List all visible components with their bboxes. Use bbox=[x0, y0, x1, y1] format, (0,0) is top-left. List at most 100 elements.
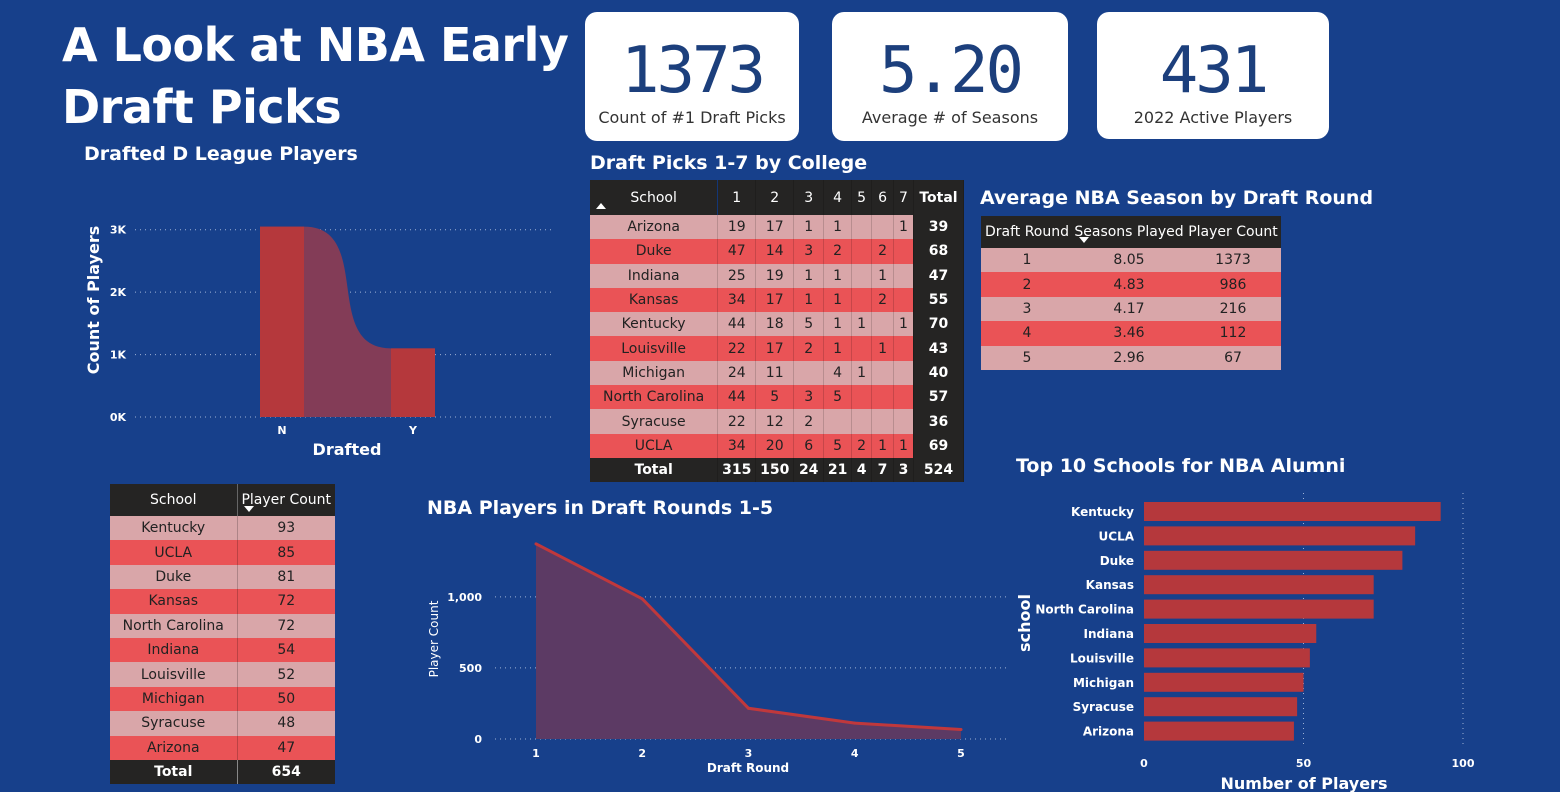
column-header[interactable]: School bbox=[110, 484, 237, 516]
table-cell bbox=[851, 263, 873, 288]
table-cell: 40 bbox=[913, 360, 965, 386]
kpi-value: 431 bbox=[1159, 34, 1270, 108]
table-cell: 5 bbox=[793, 312, 825, 337]
table-cell: 44 bbox=[717, 312, 757, 337]
column-header-player-count[interactable]: Player Count bbox=[236, 484, 335, 516]
table-cell bbox=[893, 385, 914, 410]
table-row: 3 4.17 216 bbox=[981, 296, 1281, 322]
column-header[interactable]: Total bbox=[913, 180, 965, 215]
x-tick-label: 1 bbox=[532, 747, 540, 760]
table-row: Indiana 25 19 1 1 1 47 bbox=[590, 263, 965, 288]
table-cell: 14 bbox=[755, 239, 795, 264]
x-tick-label: 3 bbox=[745, 747, 753, 760]
total-cell: 3 bbox=[893, 457, 914, 483]
table-cell bbox=[893, 239, 914, 264]
table-cell: 54 bbox=[236, 637, 335, 663]
table-cell: 55 bbox=[913, 287, 965, 313]
table-cell: 1 bbox=[793, 263, 825, 288]
y-axis-label: school bbox=[1015, 594, 1034, 652]
table-row: Syracuse 48 bbox=[110, 711, 335, 736]
table-cell: Duke bbox=[110, 564, 237, 590]
table-cell: 19 bbox=[717, 215, 757, 240]
sort-ascending-icon bbox=[596, 203, 606, 209]
table-cell: 25 bbox=[717, 263, 757, 288]
table-cell: 2 bbox=[793, 336, 825, 361]
table-cell: 1 bbox=[823, 263, 853, 288]
bar-ucla bbox=[1144, 526, 1416, 546]
area-fill bbox=[536, 543, 961, 739]
table-cell: 2 bbox=[871, 287, 895, 313]
total-cell: 24 bbox=[793, 457, 825, 483]
total-cell: 315 bbox=[717, 457, 757, 483]
table-cell: 19 bbox=[755, 263, 795, 288]
table-cell: 6 bbox=[793, 433, 825, 458]
avg-season-table-title: Average NBA Season by Draft Round bbox=[980, 187, 1374, 209]
table-cell: UCLA bbox=[110, 540, 237, 565]
column-header[interactable]: Draft Round bbox=[981, 216, 1073, 248]
kpi-value: 5.20 bbox=[878, 34, 1024, 108]
d-league-chart-title: Drafted D League Players bbox=[84, 143, 358, 165]
y-tick-label: Kansas bbox=[1086, 578, 1134, 592]
table-cell: Louisville bbox=[110, 662, 237, 687]
table-cell: 47 bbox=[913, 263, 965, 288]
x-axis-label: Draft Round bbox=[707, 761, 789, 775]
table-cell: 2 bbox=[823, 239, 853, 264]
table-cell: 70 bbox=[913, 312, 965, 337]
table-cell: 4.83 bbox=[1073, 272, 1185, 297]
column-header[interactable]: 4 bbox=[823, 180, 853, 215]
column-header[interactable]: Player Count bbox=[1185, 216, 1281, 248]
table-cell: 5 bbox=[823, 385, 853, 410]
table-cell bbox=[893, 287, 914, 313]
table-cell: 2.96 bbox=[1073, 345, 1185, 370]
table-cell: 39 bbox=[913, 215, 965, 240]
table-cell bbox=[871, 215, 895, 240]
table-cell: 24 bbox=[717, 360, 757, 386]
y-axis-label: Player Count bbox=[427, 600, 441, 677]
d-league-chart: 0K 1K 2K 3K N Y Drafted Count of Players bbox=[84, 224, 555, 459]
y-tick-label: Michigan bbox=[1073, 676, 1134, 690]
column-header[interactable]: 3 bbox=[793, 180, 825, 215]
total-cell: 150 bbox=[755, 457, 795, 483]
x-tick-label: 5 bbox=[957, 747, 965, 760]
table-row: 5 2.96 67 bbox=[981, 345, 1281, 370]
table-row: Michigan 50 bbox=[110, 686, 335, 712]
column-header[interactable]: 2 bbox=[755, 180, 795, 215]
table-row: Kentucky 93 bbox=[110, 516, 335, 541]
table-cell: 50 bbox=[236, 686, 335, 712]
total-cell: 21 bbox=[823, 457, 853, 483]
table-cell: Duke bbox=[590, 239, 719, 264]
table-cell: 1 bbox=[823, 312, 853, 337]
bar-n bbox=[260, 226, 304, 417]
avg-season-by-round-table: Draft Round Seasons Played Player Count … bbox=[981, 216, 1281, 370]
column-header[interactable]: 5 bbox=[851, 180, 873, 215]
table-cell bbox=[851, 215, 873, 240]
table-cell bbox=[871, 360, 895, 386]
data-point bbox=[534, 542, 538, 546]
picks-by-college-table: School 1 2 3 4 5 6 7 Total Arizona 19 17 1 1… bbox=[590, 180, 965, 483]
table-cell bbox=[851, 336, 873, 361]
column-header[interactable]: 6 bbox=[871, 180, 895, 215]
picks-table-title: Draft Picks 1-7 by College bbox=[590, 152, 868, 174]
table-cell: 1 bbox=[871, 433, 895, 458]
table-cell: 67 bbox=[1185, 345, 1281, 370]
total-cell: Total bbox=[110, 759, 237, 785]
column-header-school[interactable]: School bbox=[590, 180, 719, 215]
table-cell: 22 bbox=[717, 336, 757, 361]
column-header-seasons-played[interactable]: Seasons Played bbox=[1073, 216, 1185, 248]
column-header[interactable]: 1 bbox=[717, 180, 757, 215]
table-row: UCLA 34 20 6 5 2 1 1 69 bbox=[590, 433, 965, 458]
y-tick-label: Louisville bbox=[1070, 651, 1134, 665]
column-header[interactable]: 7 bbox=[893, 180, 914, 215]
x-tick-label: Y bbox=[408, 424, 418, 437]
table-cell: 1 bbox=[793, 215, 825, 240]
ribbon-connector bbox=[304, 226, 391, 417]
bar-arizona bbox=[1144, 721, 1294, 741]
y-tick-label: UCLA bbox=[1099, 529, 1135, 543]
table-cell: 8.05 bbox=[1073, 248, 1185, 273]
table-cell: 1 bbox=[823, 215, 853, 240]
table-row: Arizona 19 17 1 1 1 39 bbox=[590, 215, 965, 240]
table-cell: 1 bbox=[893, 433, 914, 458]
table-cell: 1 bbox=[893, 312, 914, 337]
table-cell: Syracuse bbox=[590, 409, 719, 434]
draft-rounds-area-chart: 0 500 1,000 1 2 3 4 5 Draft Round Player Count bbox=[427, 542, 1010, 775]
